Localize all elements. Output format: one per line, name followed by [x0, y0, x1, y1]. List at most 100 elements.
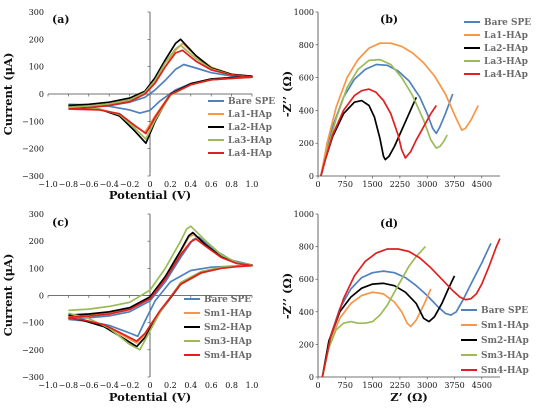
y-tick-label: 600	[299, 74, 314, 83]
x-tick-label: −0.6	[79, 381, 98, 390]
x-tick-label: 0.4	[184, 381, 197, 390]
y-tick-label: 0	[39, 90, 44, 99]
x-tick-label: 750	[338, 381, 353, 390]
y-tick-label: 300	[29, 8, 44, 17]
x-tick-label: 1500	[362, 180, 382, 189]
y-tick-label: 1000	[294, 8, 314, 17]
series-line-la4-hap	[320, 88, 438, 177]
x-tick-label: 0.8	[225, 180, 238, 189]
series-line-sm4-hap	[321, 238, 501, 378]
y-tick-label: 0	[39, 292, 44, 301]
y-axis-label: Current (μA)	[1, 254, 15, 337]
panel-label: (c)	[52, 216, 69, 229]
legend-entry: Bare SPE	[484, 18, 531, 28]
legend-entry: Bare SPE	[228, 97, 275, 107]
series-line-la4-hap	[68, 49, 253, 135]
x-tick-label: 1.0	[246, 180, 259, 189]
legend-entry: Sm2-HAp	[481, 336, 529, 346]
x-tick-label: −1.0	[38, 381, 57, 390]
y-tick-label: −300	[22, 373, 44, 382]
y-tick-label: 1000	[294, 210, 314, 219]
x-tick-label: 0.2	[164, 381, 177, 390]
x-tick-label: 0.2	[164, 180, 177, 189]
x-tick-label: 0.8	[225, 381, 238, 390]
series-line-sm3-hap	[321, 246, 427, 378]
y-tick-label: 400	[299, 308, 314, 317]
legend-entry: La3-HAp	[484, 57, 528, 67]
x-tick-label: 0	[147, 381, 152, 390]
legend-entry: La4-HAp	[484, 70, 528, 80]
legend-entry: Sm1-HAp	[481, 321, 529, 331]
series-line-sm1-hap	[321, 288, 432, 378]
x-axis-label: Potential (V)	[109, 390, 191, 404]
legend-entry: La2-HAp	[484, 44, 528, 54]
x-tick-label: 4500	[472, 180, 492, 189]
series-line-sm2-hap	[321, 275, 456, 378]
y-tick-label: 400	[299, 106, 314, 115]
y-tick-label: 200	[299, 139, 314, 148]
y-tick-label: −100	[22, 319, 44, 328]
series-line-la1-hap	[320, 42, 479, 177]
panel-label: (b)	[380, 13, 398, 26]
y-tick-label: −200	[22, 346, 44, 355]
legend-entry: La1-HAp	[228, 110, 272, 120]
x-axis-label: Z’ (Ω)	[390, 390, 428, 404]
panel-a: −1.0 −0.8 −0.6 −0.4 −0.2 0 0.2 0.4 0.6 0.8 1.0 −300…	[1, 8, 275, 202]
x-tick-label: 0	[315, 381, 320, 390]
legend-entry: La1-HAp	[484, 31, 528, 41]
y-tick-label: 100	[29, 264, 44, 273]
y-axis-label: -Z’’ (Ω)	[280, 273, 294, 319]
legend-entry: Sm3-HAp	[481, 351, 529, 361]
x-tick-label: 2250	[390, 180, 410, 189]
legend-entry: Sm4-HAp	[204, 351, 252, 361]
series-line-la2-hap	[68, 38, 253, 145]
x-tick-label: 1500	[362, 381, 382, 390]
x-tick-label: 0.6	[205, 381, 218, 390]
panel-d: 0 750 1500 2250 3000 3750 4500 0 200 400 600 800 100…	[280, 210, 529, 404]
legend-entry: La2-HAp	[228, 123, 272, 133]
series-line-sm4-hap	[68, 238, 253, 342]
x-tick-label: −0.8	[59, 180, 78, 189]
panel-label: (a)	[52, 13, 70, 26]
y-tick-label: 300	[29, 210, 44, 219]
legend-entry: Sm4-HAp	[481, 366, 529, 376]
x-tick-label: −0.6	[79, 180, 98, 189]
legend-entry: La4-HAp	[228, 149, 272, 159]
y-tick-label: −300	[22, 172, 44, 181]
panel-c: −1.0 −0.8 −0.6 −0.4 −0.2 0 0.2 0.4 0.6 0.8 1.0 −300…	[1, 210, 258, 404]
y-axis-label: Current (μA)	[1, 53, 15, 136]
y-tick-label: 200	[299, 340, 314, 349]
series-line-la3-hap	[68, 44, 253, 140]
x-tick-label: 750	[338, 180, 353, 189]
legend-entry: Sm2-HAp	[204, 323, 252, 333]
panel-label: (d)	[380, 217, 398, 230]
legend-entry: Sm1-HAp	[204, 309, 252, 319]
y-tick-label: −100	[22, 117, 44, 126]
legend-entry: La3-HAp	[228, 136, 272, 146]
x-tick-label: 3750	[444, 180, 464, 189]
x-tick-label: 2250	[390, 381, 410, 390]
y-tick-label: 200	[29, 237, 44, 246]
x-tick-label: 0	[315, 180, 320, 189]
x-tick-label: 0.4	[184, 180, 197, 189]
x-tick-label: 1.0	[246, 381, 259, 390]
x-tick-label: 0.6	[205, 180, 218, 189]
series-line-la3-hap	[320, 58, 448, 177]
x-tick-label: 3000	[417, 180, 437, 189]
y-tick-label: 600	[299, 275, 314, 284]
x-tick-label: 3750	[444, 381, 464, 390]
x-tick-label: 3000	[417, 381, 437, 390]
x-tick-label: −0.4	[99, 180, 118, 189]
legend-entry: Bare SPE	[481, 306, 528, 316]
y-tick-label: 800	[299, 41, 314, 50]
x-tick-label: −0.2	[120, 180, 139, 189]
x-tick-label: 4500	[472, 381, 492, 390]
legend-entry: Sm3-HAp	[204, 337, 252, 347]
x-axis-label: Potential (V)	[109, 188, 191, 202]
y-tick-label: 200	[29, 35, 44, 44]
x-tick-label: −0.2	[120, 381, 139, 390]
y-tick-label: −200	[22, 145, 44, 154]
series-line-la1-hap	[68, 42, 253, 134]
y-tick-label: 0	[309, 172, 314, 181]
